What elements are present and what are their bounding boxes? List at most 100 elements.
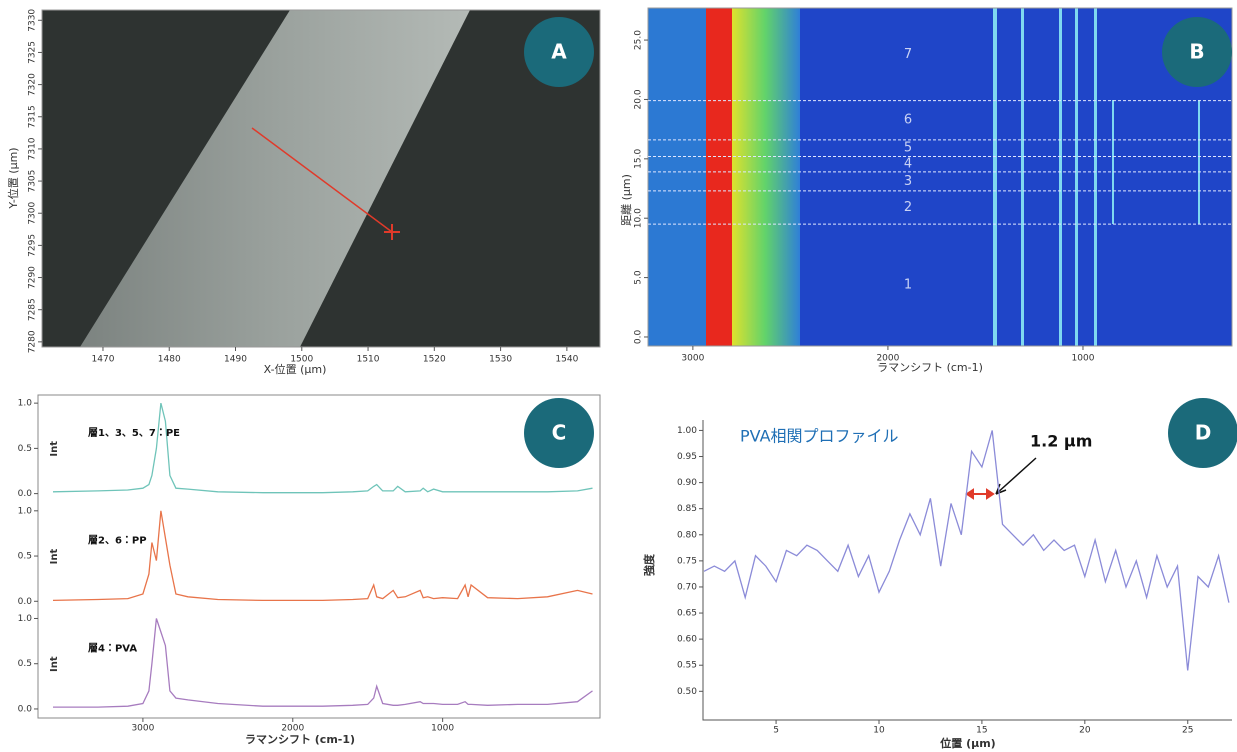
y-tick-label: 0.0 [634,330,644,345]
figure: A B C D X-位置 (μm) Y-位置 (μm) ラマンシフト (cm-1… [0,0,1237,752]
y-tick-label: 7280 [28,330,38,353]
y-tick-label: 0.75 [677,556,697,566]
x-tick-label: 2000 [281,724,304,734]
page: {"chart_data": [ {"type": "image", "pane… [0,0,1237,752]
x-tick-label: 1480 [158,355,181,365]
y-tick-label: 0.5 [18,659,32,669]
layer-label: 2 [904,200,912,215]
y-axis-label: Int [49,656,60,672]
y-tick-label: 0.50 [677,687,697,697]
y-tick-label: 0.5 [18,552,32,562]
y-tick-label: 7320 [28,73,38,96]
heat-line [1112,100,1114,224]
chart-title: PVA相関プロファイル [740,427,899,446]
heat-peak [706,8,732,346]
heat-line [1075,8,1078,346]
layer-label: 5 [904,141,912,156]
heat-line [1059,8,1062,346]
y-tick-label: 0.90 [677,478,697,488]
panel-label: B [1189,40,1204,64]
x-tick-label: 1500 [290,355,313,365]
x-tick-label: 1000 [431,724,454,734]
layer-label: 3 [904,174,912,189]
y-tick-label: 7330 [28,9,38,32]
y-tick-label: 1.0 [18,506,33,516]
heat-line [1198,100,1200,224]
x-tick-label: 1510 [357,355,380,365]
y-tick-label: 0.65 [677,609,697,619]
y-tick-label: 0.0 [18,489,33,499]
y-tick-label: 0.60 [677,635,697,645]
heat-line [993,8,997,346]
annotation: 1.2 μm [1030,432,1092,451]
spectrum-line [53,403,593,493]
panel-label: D [1195,421,1212,445]
x-tick-label: 1470 [92,355,115,365]
y-axis-label: Int [49,441,60,457]
y-tick-label: 0.5 [18,444,32,454]
x-tick-label: 10 [873,726,885,736]
y-axis-label: 強度 [642,553,656,576]
x-tick-label: 2000 [876,354,899,364]
heat-region [730,8,800,346]
y-tick-label: 7285 [28,298,38,321]
y-tick-label: 0.95 [677,452,697,462]
annotation-arrow [996,458,1036,494]
body: A B C D X-位置 (μm) Y-位置 (μm) ラマンシフト (cm-1… [0,0,1237,752]
y-tick-label: 7305 [28,170,38,193]
series-label: 層2、6：PP [88,535,147,547]
heat-line [1021,8,1024,346]
panel-label: C [552,421,567,445]
x-axis-label: 位置 (μm) [939,736,995,750]
layer-label: 6 [904,113,912,128]
y-tick-label: 0.0 [18,704,33,714]
x-tick-label: 15 [976,726,987,736]
x-tick-label: 1540 [555,355,578,365]
width-marker [967,490,993,498]
x-axis-label: ラマンシフト (cm-1) [245,733,355,746]
y-axis-label: Int [49,548,60,564]
x-tick-label: 1530 [489,355,512,365]
series-label: 層1、3、5、7：PE [88,427,180,439]
y-tick-label: 0.0 [18,597,33,607]
spectrum-line [53,619,593,708]
x-tick-label: 3000 [131,724,154,734]
y-tick-label: 1.0 [18,399,33,409]
y-tick-label: 5.0 [634,270,644,285]
y-tick-label: 0.55 [677,661,697,671]
x-tick-label: 25 [1182,726,1193,736]
axis [703,420,1232,720]
x-tick-label: 20 [1079,726,1091,736]
y-tick-label: 25.0 [634,30,644,50]
y-axis-label: 距離 (μm) [619,174,633,226]
y-tick-label: 7290 [28,266,38,289]
spectrum-line [53,511,593,601]
y-axis-label: Y-位置 (μm) [7,147,20,209]
frame [38,395,600,718]
x-tick-label: 5 [773,726,779,736]
heat-region [648,8,708,346]
y-tick-label: 0.85 [677,504,697,514]
y-tick-label: 10.0 [634,208,644,228]
x-tick-label: 1490 [224,355,247,365]
x-tick-label: 1000 [1072,354,1095,364]
x-axis-label: X-位置 (μm) [264,363,327,376]
y-tick-label: 1.0 [18,614,33,624]
y-tick-label: 7310 [28,137,38,160]
panel-label: A [551,40,567,64]
y-tick-label: 15.0 [634,149,644,169]
y-tick-label: 0.70 [677,582,697,592]
y-tick-label: 1.00 [677,426,697,436]
y-tick-label: 7295 [28,234,38,257]
series-label: 層4：PVA [88,642,137,654]
y-tick-label: 7325 [28,41,38,64]
heat-line [1094,8,1097,346]
x-tick-label: 1520 [423,355,446,365]
y-tick-label: 20.0 [634,89,644,109]
layer-label: 1 [904,278,912,293]
profile-line [704,430,1229,670]
layer-label: 7 [904,47,912,62]
y-tick-label: 7315 [28,105,38,128]
y-tick-label: 0.80 [677,530,697,540]
x-tick-label: 3000 [681,354,704,364]
